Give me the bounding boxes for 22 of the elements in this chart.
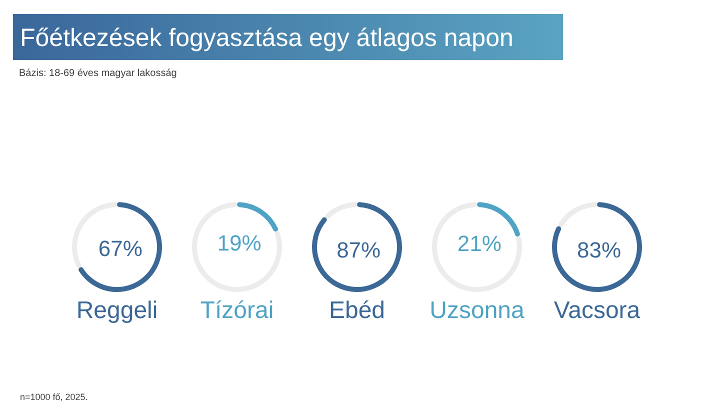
donut-slice <box>312 202 402 292</box>
text: Tízórai <box>200 297 274 324</box>
text: Ebéd <box>328 297 386 324</box>
data-label: 83% <box>577 237 622 262</box>
donut-slice <box>325 202 357 219</box>
text: Vacsora <box>554 297 641 324</box>
text: Főétkezések fogyasztása egy átlagos napon <box>20 24 514 52</box>
text: Uzsonna <box>430 297 526 324</box>
donut-slice <box>432 202 522 292</box>
data-label: 21% <box>457 230 502 256</box>
donut-slice <box>477 202 520 237</box>
data-label: 19% <box>217 230 262 256</box>
data-label: 67% <box>98 236 142 262</box>
text: Reggeli <box>76 297 158 324</box>
donut-slice <box>237 202 278 232</box>
text: Bázis: 18-69 éves magyar lakosság <box>19 68 177 79</box>
data-label: 87% <box>336 238 381 263</box>
donut-slice <box>192 202 282 292</box>
text: n=1000 fő, 2025. <box>20 392 88 402</box>
donut-slice <box>78 202 162 292</box>
donut-slice <box>552 202 642 292</box>
donut-slice <box>558 202 597 227</box>
